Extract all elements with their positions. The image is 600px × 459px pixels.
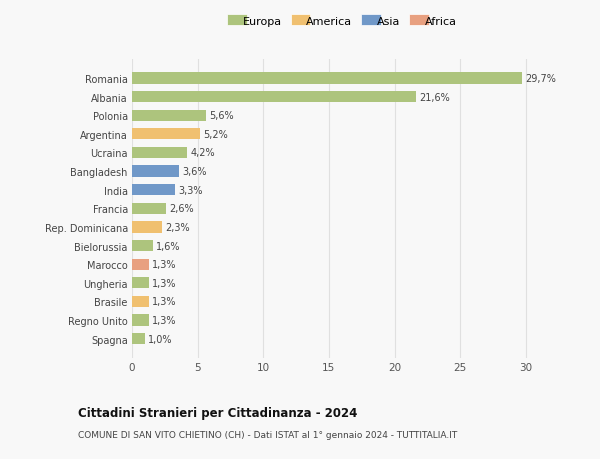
Text: 1,0%: 1,0% (148, 334, 173, 344)
Bar (132, 129, 200, 140)
Bar (132, 315, 149, 326)
Text: Cittadini Stranieri per Cittadinanza - 2024: Cittadini Stranieri per Cittadinanza - 2… (78, 406, 358, 419)
Bar (132, 73, 522, 84)
Bar (132, 259, 149, 270)
Text: 2,3%: 2,3% (166, 223, 190, 232)
Text: 3,6%: 3,6% (182, 167, 207, 177)
Bar (132, 203, 166, 214)
Text: 2,6%: 2,6% (169, 204, 194, 214)
Text: COMUNE DI SAN VITO CHIETINO (CH) - Dati ISTAT al 1° gennaio 2024 - TUTTITALIA.IT: COMUNE DI SAN VITO CHIETINO (CH) - Dati … (78, 431, 457, 440)
Text: 1,6%: 1,6% (156, 241, 181, 251)
Bar (132, 185, 175, 196)
Bar (132, 278, 149, 289)
Bar (132, 296, 149, 308)
Text: 5,6%: 5,6% (209, 111, 233, 121)
Bar (132, 333, 145, 344)
Text: 1,3%: 1,3% (152, 315, 177, 325)
Bar (132, 241, 153, 252)
Bar (132, 222, 162, 233)
Text: 1,3%: 1,3% (152, 278, 177, 288)
Text: 29,7%: 29,7% (525, 74, 556, 84)
Bar (132, 92, 415, 103)
Legend: Europa, America, Asia, Africa: Europa, America, Asia, Africa (223, 11, 461, 31)
Text: 1,3%: 1,3% (152, 260, 177, 269)
Bar (132, 166, 179, 177)
Bar (132, 147, 187, 159)
Text: 5,2%: 5,2% (203, 129, 228, 140)
Text: 3,3%: 3,3% (179, 185, 203, 195)
Text: 21,6%: 21,6% (419, 92, 449, 102)
Bar (132, 110, 205, 122)
Text: 1,3%: 1,3% (152, 297, 177, 307)
Text: 4,2%: 4,2% (190, 148, 215, 158)
